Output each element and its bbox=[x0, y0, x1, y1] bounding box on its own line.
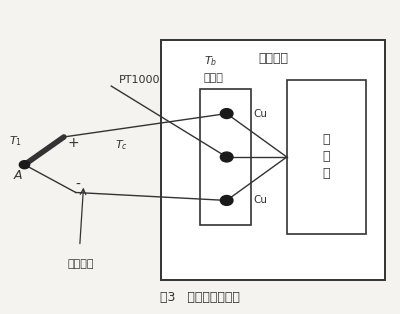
Text: Cu: Cu bbox=[253, 195, 267, 205]
Text: 补偿块: 补偿块 bbox=[204, 73, 224, 83]
Text: A: A bbox=[14, 169, 22, 182]
Circle shape bbox=[220, 109, 233, 118]
Text: $T_b$: $T_b$ bbox=[204, 54, 217, 68]
Text: 补偿导线: 补偿导线 bbox=[68, 259, 94, 269]
Text: -: - bbox=[75, 178, 80, 192]
Text: $T_1$: $T_1$ bbox=[10, 135, 22, 149]
Text: $T_c$: $T_c$ bbox=[115, 138, 128, 152]
Circle shape bbox=[220, 152, 233, 162]
Text: +: + bbox=[68, 136, 80, 150]
Bar bbox=[287, 80, 366, 234]
Text: Cu: Cu bbox=[253, 109, 267, 119]
Bar bbox=[160, 40, 385, 280]
Circle shape bbox=[220, 196, 233, 205]
Text: PT1000: PT1000 bbox=[119, 74, 161, 84]
Bar bbox=[200, 89, 251, 225]
Text: 机箱内部: 机箱内部 bbox=[258, 52, 288, 65]
Text: 图3   补偿块法示意图: 图3 补偿块法示意图 bbox=[160, 290, 240, 304]
Text: 电
路
板: 电 路 板 bbox=[322, 133, 330, 181]
Circle shape bbox=[19, 161, 30, 169]
